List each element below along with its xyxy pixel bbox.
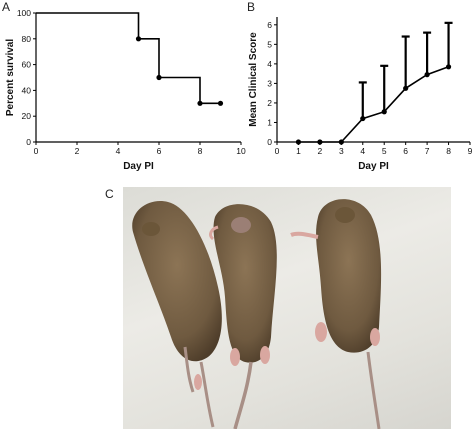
y-tick-label: 5 — [267, 39, 272, 49]
x-tick-label: 4 — [360, 146, 365, 156]
x-tick-label: 9 — [468, 146, 473, 156]
clinical-score-line — [298, 66, 449, 143]
x-tick-label: 6 — [157, 146, 162, 156]
x-tick-label: 8 — [198, 146, 203, 156]
x-tick-label: 7 — [425, 146, 430, 156]
x-tick-label: 4 — [116, 146, 121, 156]
clinical-score-point — [295, 139, 302, 145]
clinical-y-axis-label: Mean Clinical Score — [248, 32, 259, 127]
clinical-score-point — [445, 64, 452, 70]
clinical-score-chart: 0 1 2 3 4 5 6 7 8 9 0 1 2 3 4 5 6 Day PI Mean Clinical Sco… — [248, 17, 473, 172]
survival-censor-point — [156, 74, 162, 81]
clinical-score-point — [317, 139, 323, 145]
clinical-score-point — [360, 115, 366, 122]
clinical-score-point — [381, 109, 387, 115]
x-tick-label: 8 — [446, 146, 451, 156]
panel-label-a: A — [2, 0, 11, 14]
y-tick-label: 0 — [26, 137, 31, 147]
y-tick-label: 3 — [267, 78, 272, 88]
mice-photograph — [123, 187, 451, 429]
x-tick-label: 0 — [34, 146, 39, 156]
clinical-score-point — [338, 139, 344, 145]
survival-censor-point — [197, 100, 203, 106]
x-tick-label: 3 — [339, 146, 344, 156]
x-tick-label: 6 — [403, 146, 408, 156]
clinical-x-axis-label: Day PI — [358, 161, 389, 172]
x-tick-label: 2 — [75, 146, 80, 156]
x-tick-label: 10 — [236, 146, 246, 156]
survival-step-line — [36, 12, 221, 105]
y-tick-label: 1 — [267, 117, 272, 127]
mice-illustration — [132, 199, 382, 429]
panel-label-c: C — [105, 187, 114, 201]
clinical-score-point — [403, 85, 409, 91]
clinical-score-point — [424, 72, 430, 78]
y-tick-label: 6 — [267, 20, 272, 30]
mouse-right — [290, 199, 382, 429]
mouse-middle — [209, 204, 277, 429]
y-tick-label: 0 — [267, 137, 272, 147]
x-tick-label: 1 — [296, 146, 301, 156]
survival-censor-point — [135, 36, 142, 42]
y-tick-label: 4 — [267, 59, 272, 69]
y-tick-label: 80 — [22, 34, 32, 44]
y-tick-label: 2 — [267, 98, 272, 108]
y-tick-label: 100 — [17, 8, 31, 18]
x-tick-label: 0 — [275, 146, 280, 156]
x-tick-label: 2 — [318, 146, 323, 156]
y-tick-label: 40 — [22, 85, 32, 95]
survival-y-axis-label: Percent survival — [5, 39, 16, 116]
survival-censor-point — [217, 100, 224, 106]
mouse-left — [132, 201, 222, 428]
panel-label-b: B — [247, 0, 256, 14]
x-tick-label: 5 — [382, 146, 387, 156]
survival-x-axis-label: Day PI — [123, 161, 154, 172]
y-tick-label: 20 — [22, 111, 32, 121]
y-tick-label: 60 — [22, 60, 32, 70]
